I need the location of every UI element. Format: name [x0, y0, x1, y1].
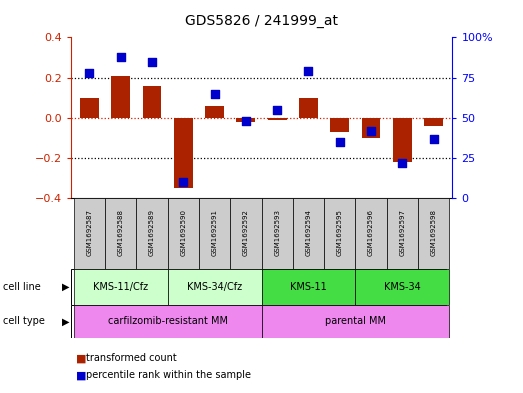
Point [242, 118, 250, 124]
Bar [80, 98, 99, 118]
Text: GSM1692597: GSM1692597 [400, 209, 405, 256]
Bar [293, 198, 324, 269]
Text: ▶: ▶ [62, 282, 69, 292]
Bar [386, 198, 418, 269]
Bar [262, 305, 449, 338]
Text: GDS5826 / 241999_at: GDS5826 / 241999_at [185, 14, 338, 28]
Text: ■: ■ [76, 370, 86, 380]
Bar [137, 198, 167, 269]
Text: KMS-34: KMS-34 [384, 282, 420, 292]
Point [398, 160, 406, 166]
Bar [199, 198, 230, 269]
Text: GSM1692592: GSM1692592 [243, 209, 249, 256]
Text: GSM1692593: GSM1692593 [274, 209, 280, 256]
Bar [356, 198, 386, 269]
Point [85, 70, 94, 76]
Text: GSM1692596: GSM1692596 [368, 209, 374, 256]
Text: GSM1692598: GSM1692598 [430, 209, 437, 256]
Bar [74, 305, 262, 338]
Text: GSM1692587: GSM1692587 [86, 209, 93, 256]
Bar [331, 118, 349, 132]
Bar [111, 75, 130, 118]
Text: GSM1692589: GSM1692589 [149, 209, 155, 256]
Bar [167, 198, 199, 269]
Bar [268, 118, 287, 120]
Bar [74, 198, 105, 269]
Bar [324, 198, 356, 269]
Text: carfilzomib-resistant MM: carfilzomib-resistant MM [108, 316, 228, 326]
Bar [361, 118, 380, 138]
Point [429, 136, 438, 142]
Text: KMS-34/Cfz: KMS-34/Cfz [187, 282, 242, 292]
Text: KMS-11/Cfz: KMS-11/Cfz [93, 282, 148, 292]
Bar [74, 269, 167, 305]
Bar [105, 198, 137, 269]
Point [304, 68, 313, 74]
Bar [143, 86, 162, 118]
Bar [262, 198, 293, 269]
Bar [230, 198, 262, 269]
Bar [236, 118, 255, 122]
Bar [174, 118, 192, 188]
Text: cell type: cell type [3, 316, 44, 326]
Bar [393, 118, 412, 162]
Text: GSM1692588: GSM1692588 [118, 209, 123, 256]
Text: parental MM: parental MM [325, 316, 386, 326]
Text: cell line: cell line [3, 282, 40, 292]
Bar [356, 269, 449, 305]
Point [273, 107, 281, 113]
Bar [205, 106, 224, 118]
Text: GSM1692594: GSM1692594 [305, 209, 311, 256]
Text: ■: ■ [76, 353, 86, 364]
Bar [299, 98, 318, 118]
Point [210, 90, 219, 97]
Text: GSM1692590: GSM1692590 [180, 209, 186, 256]
Bar [262, 269, 356, 305]
Bar [418, 198, 449, 269]
Point [336, 139, 344, 145]
Point [117, 53, 125, 60]
Text: ▶: ▶ [62, 316, 69, 326]
Point [367, 128, 375, 134]
Text: transformed count: transformed count [86, 353, 177, 364]
Bar [424, 118, 443, 126]
Point [148, 58, 156, 64]
Text: GSM1692591: GSM1692591 [212, 209, 218, 256]
Text: GSM1692595: GSM1692595 [337, 209, 343, 256]
Text: percentile rank within the sample: percentile rank within the sample [86, 370, 251, 380]
Text: KMS-11: KMS-11 [290, 282, 327, 292]
Point [179, 179, 187, 185]
Bar [167, 269, 262, 305]
